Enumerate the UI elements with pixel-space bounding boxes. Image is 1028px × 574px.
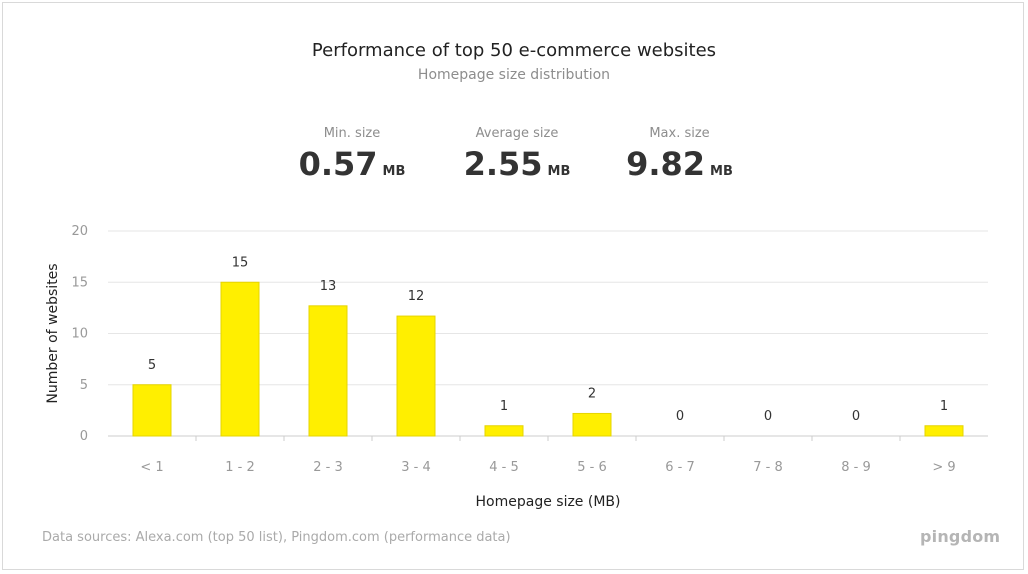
chart-title: Performance of top 50 e-commerce website… [311,40,717,61]
x-tick-label: 7 - 8 [753,460,783,475]
y-tick-label: 0 [80,429,88,444]
data-label: 0 [852,409,860,424]
x-tick-label: 4 - 5 [489,460,519,475]
data-label: 1 [500,399,508,414]
stat-min-unit: MB [382,164,406,179]
y-tick-label: 10 [71,327,88,342]
stat-average-unit: MB [547,164,571,179]
chart-subtitle: Homepage size distribution [417,67,611,83]
y-tick-label: 15 [71,275,88,290]
bar [308,305,348,437]
bar [396,315,436,437]
bar [924,425,964,437]
bar [220,281,260,437]
data-label: 13 [320,279,337,294]
stat-min: Min. size 0.57 MB [292,126,412,183]
pingdom-logo: pingdom [920,527,1001,546]
x-tick-label: > 9 [932,460,955,475]
stat-max-label: Max. size [649,126,710,141]
stat-average-value: 2.55 [463,145,543,183]
y-tick-label: 5 [80,378,88,393]
bar [132,384,172,437]
x-axis-title: Homepage size (MB) [476,494,621,510]
data-sources-footer: Data sources: Alexa.com (top 50 list), P… [42,530,511,545]
stat-min-value: 0.57 [298,145,378,183]
bar [484,425,524,437]
x-tick-label: 1 - 2 [225,460,255,475]
x-tick-label: 3 - 4 [401,460,431,475]
data-label: 0 [676,409,684,424]
bar [572,412,612,437]
x-tick-label: 6 - 7 [665,460,695,475]
data-label: 15 [232,255,249,270]
y-axis-title: Number of websites [45,263,61,403]
stat-max-value: 9.82 [626,145,706,183]
stat-average-label: Average size [475,126,559,141]
stat-average: Average size 2.55 MB [452,126,582,183]
stat-min-value-row: 0.57 MB [292,145,412,183]
x-tick-label: 8 - 9 [841,460,871,475]
data-label: 0 [764,409,772,424]
stat-max: Max. size 9.82 MB [617,126,742,183]
x-tick-label: 5 - 6 [577,460,607,475]
stat-average-value-row: 2.55 MB [452,145,582,183]
y-tick-label: 20 [71,224,88,239]
x-tick-label: 2 - 3 [313,460,343,475]
stat-max-value-row: 9.82 MB [617,145,742,183]
data-label: 1 [940,399,948,414]
x-tick-label: < 1 [140,460,163,475]
stat-max-unit: MB [710,164,733,179]
data-label: 5 [148,358,156,373]
data-label: 12 [408,289,425,304]
stat-min-label: Min. size [323,126,381,141]
data-label: 2 [588,386,596,401]
